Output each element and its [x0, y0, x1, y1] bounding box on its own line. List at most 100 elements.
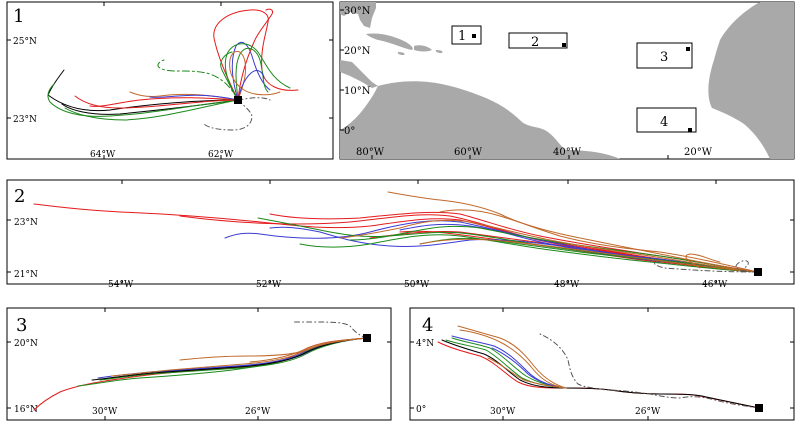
map-panel: 30°N 20°N 10°N 0° 80°W 60°W 40°W 20°W 1 … [339, 1, 795, 160]
trajectory [203, 99, 253, 131]
panel-2-lat-label: 23°N [14, 218, 38, 228]
panel-1-lon-label: 64°W [90, 150, 116, 160]
panel-3-ticks [7, 308, 391, 420]
trajectory [64, 99, 239, 121]
panel-1-number: 1 [13, 6, 24, 27]
caribbean-island [366, 33, 413, 50]
panel-4-lon-label: 30°W [490, 407, 516, 417]
panel-3-lat-label: 16°N [14, 405, 38, 415]
panel-2-lon-label: 54°W [108, 280, 134, 290]
trajectory [224, 220, 759, 273]
panel-4-lat-label: 0° [416, 405, 426, 415]
panel-4-lon-label: 26°W [635, 407, 661, 417]
panel-4-trajectories [437, 325, 763, 412]
panel-2-lon-label: 52°W [256, 280, 282, 290]
release-point-marker [755, 404, 763, 412]
map-lon-label: 40°W [553, 147, 582, 158]
map-lat-label: 20°N [344, 46, 371, 57]
south-america-landmass [340, 81, 620, 159]
panel-1-ticks [7, 2, 333, 159]
africa-landmass [708, 2, 794, 159]
trajectory [459, 329, 567, 389]
trajectory [457, 325, 567, 389]
panel-1-lat-label: 23°N [13, 115, 37, 125]
trajectory [439, 209, 759, 273]
trajectory [89, 97, 239, 107]
panel-3-lat-label: 20°N [14, 339, 38, 349]
trajectory [387, 191, 759, 273]
region-box-label: 2 [531, 35, 539, 50]
panel-2: 2 23°N 21°N 54°W 52°W 50°W 48°W 46°W [6, 179, 795, 290]
region-box-4: 4 [636, 107, 697, 133]
trajectory [451, 337, 567, 389]
panel-1-lat-label: 25°N [13, 37, 37, 47]
trajectory [235, 47, 269, 101]
map-lon-label: 80°W [356, 147, 385, 158]
caribbean-island [414, 45, 432, 52]
panel-2-number: 2 [14, 186, 25, 207]
panel-2-lat-label: 21°N [14, 270, 38, 280]
region-box-label: 1 [458, 29, 466, 44]
panel-2-lon-label: 50°W [404, 280, 430, 290]
trajectory [735, 260, 759, 273]
trajectory [654, 261, 759, 273]
map-ticks [340, 9, 669, 159]
trajectory [299, 234, 759, 273]
region-box-2: 2 [508, 32, 568, 50]
map-lon-label: 20°W [684, 147, 713, 158]
caribbean-island [435, 50, 443, 53]
release-point-marker [234, 96, 242, 104]
panel-2-ticks [7, 180, 794, 284]
trajectory [157, 59, 239, 101]
region-box-1: 1 [451, 25, 482, 45]
trajectory [491, 347, 567, 389]
map-lat-label: 30°N [344, 6, 371, 17]
region-box-label: 3 [660, 50, 668, 65]
trajectory [229, 51, 281, 101]
panel-3-lon-label: 30°W [92, 407, 118, 417]
trajectory [685, 253, 721, 269]
trajectory [291, 321, 368, 339]
panel-1-lon-label: 62°W [208, 150, 234, 160]
panel-3-number: 3 [16, 315, 27, 336]
panel-3-trajectories [33, 321, 371, 411]
trajectory [249, 337, 368, 363]
trajectory [539, 333, 760, 409]
panel-4-ticks [410, 308, 794, 420]
trajectory [257, 217, 759, 273]
map-lon-label: 60°W [454, 147, 483, 158]
trajectory [349, 225, 759, 273]
region-box-3: 3 [636, 42, 693, 69]
panel-4-frame [409, 307, 795, 421]
trajectory [91, 337, 368, 381]
trajectory [220, 51, 239, 101]
panel-1-trajectories [47, 8, 299, 131]
panel-4-lat-label: 4°N [416, 339, 434, 349]
trajectory [237, 8, 273, 101]
panel-3-frame [6, 307, 392, 421]
release-point-marker [754, 268, 762, 276]
north-america-landmass [340, 2, 376, 28]
panel-4-number: 4 [422, 315, 433, 336]
trajectory [111, 337, 368, 377]
trajectory [74, 95, 239, 109]
region-box-label: 4 [660, 115, 668, 130]
panel-4: 4 4°N 0° 30°W 26°W [409, 307, 795, 421]
panel-2-lon-label: 46°W [702, 280, 728, 290]
panel-2-lon-label: 48°W [554, 280, 580, 290]
trajectory [47, 83, 239, 117]
trajectory [339, 219, 759, 273]
map-lat-label: 10°N [344, 86, 371, 97]
trajectory [99, 337, 368, 381]
trajectory [441, 339, 760, 409]
central-america-landmass [340, 60, 378, 88]
trajectory [237, 70, 265, 101]
caribbean-island [397, 52, 405, 55]
map-lat-label: 0° [344, 126, 355, 137]
trajectory [487, 357, 567, 389]
trajectory [224, 43, 291, 101]
trajectory [419, 238, 759, 273]
panel-3: 3 20°N 16°N 30°W 26°W [6, 307, 392, 421]
panel-2-trajectories [33, 191, 762, 276]
panel-1: 1 25°N 23°N 64°W 62°W [6, 1, 334, 160]
